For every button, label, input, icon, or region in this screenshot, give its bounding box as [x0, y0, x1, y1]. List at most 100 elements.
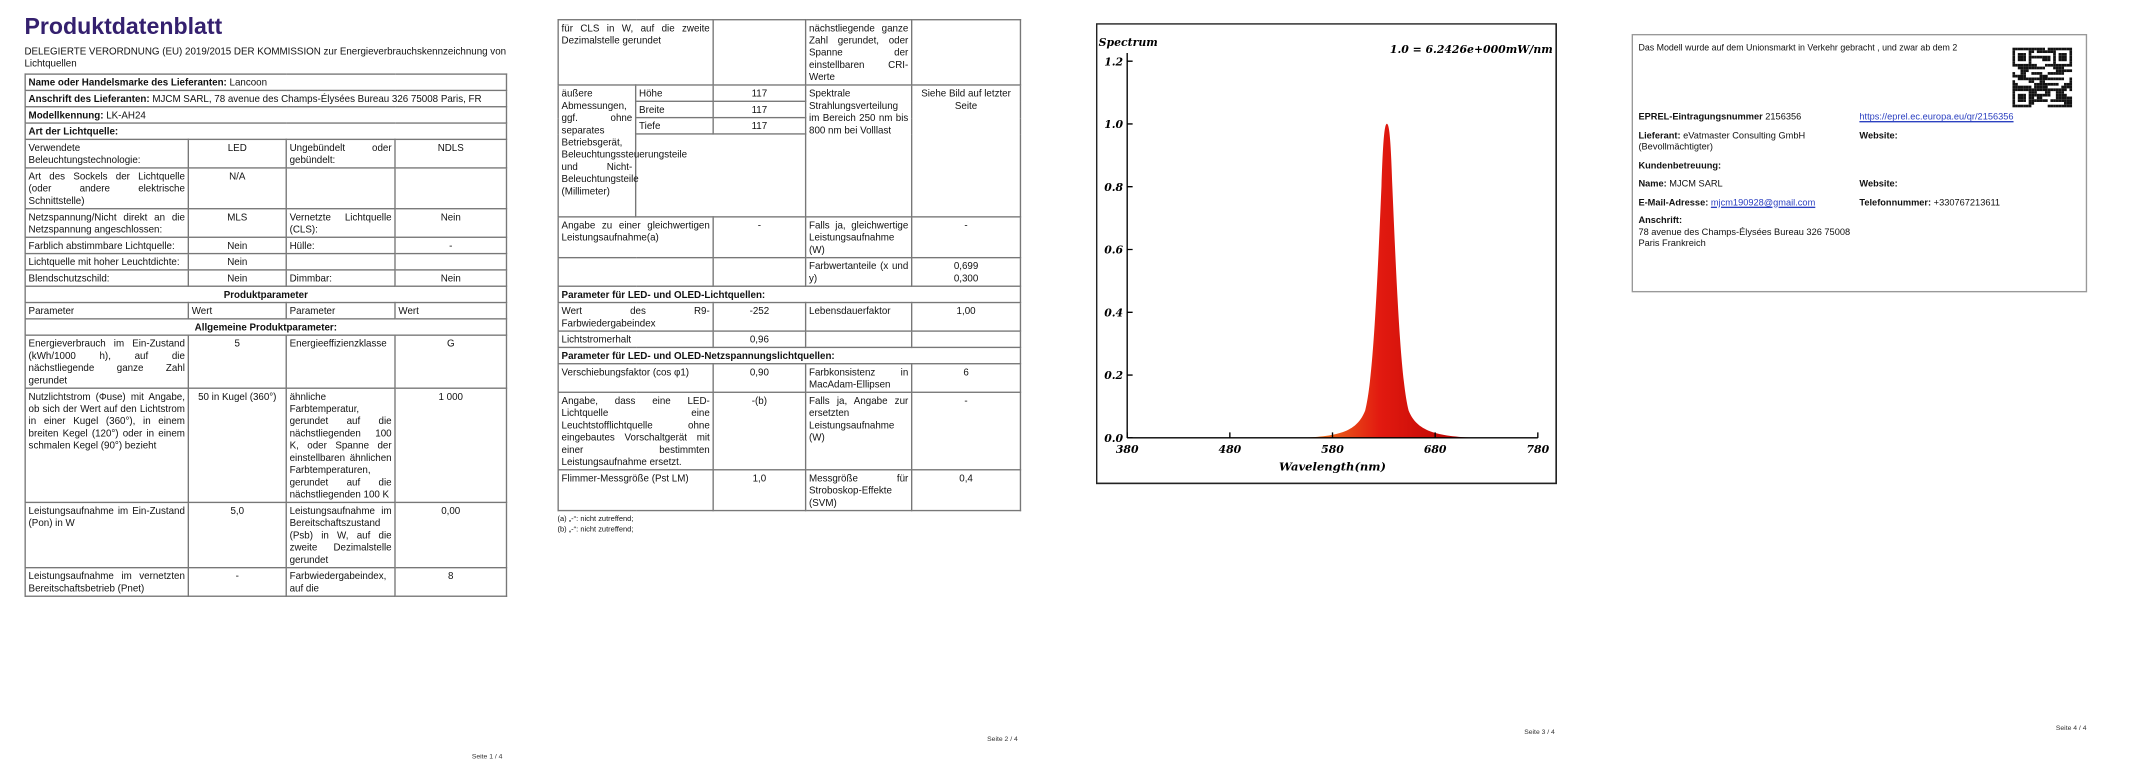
qr-module	[2028, 93, 2032, 97]
field-value: LK-AH24	[106, 108, 146, 122]
qr-module	[2023, 74, 2026, 78]
y-tick-label: 1.2	[1104, 55, 1123, 68]
qr-module	[2015, 88, 2018, 92]
table-row: Netzspannung/Nicht direkt an die Netzspa…	[24, 208, 508, 238]
qr-module	[2028, 101, 2032, 105]
qr-module	[2017, 63, 2021, 67]
value-cell	[394, 252, 508, 271]
qr-module	[2039, 96, 2043, 100]
data-table: Name oder Handelsmarke des Lieferanten: …	[24, 73, 508, 597]
qr-module	[2064, 63, 2067, 67]
qr-module	[2042, 77, 2045, 81]
qr-module	[2058, 93, 2062, 97]
table-row: Farbwertanteile (x und y) 0,699 0,300	[557, 256, 1022, 287]
qr-module	[2044, 58, 2048, 62]
qr-module	[2064, 99, 2067, 102]
qr-module	[2034, 77, 2037, 81]
label-cell: Wert des R9-Farbwiedergabeindex	[557, 301, 714, 332]
qr-module	[2042, 82, 2045, 86]
y-tick-label: 0.6	[1104, 244, 1123, 257]
qr-module	[2034, 82, 2037, 86]
qr-module	[2017, 47, 2021, 51]
qr-module	[2055, 63, 2059, 67]
value-cell: -	[910, 216, 1022, 259]
table-row: Leistungsaufnahme im vernetzten Bereitsc…	[24, 566, 508, 597]
qr-module	[2061, 93, 2065, 97]
qr-module	[2047, 47, 2051, 51]
label-cell	[285, 167, 396, 210]
qr-module	[2064, 96, 2067, 100]
link[interactable]: mjcm190928@gmail.com	[1710, 197, 1816, 208]
label-cell: Lebensdauerfaktor	[804, 301, 913, 332]
value-cell: Nein	[394, 208, 508, 238]
qr-module	[2044, 82, 2048, 86]
section-heading: Parameter für LED- und OLED-Lichtquellen…	[557, 285, 1022, 304]
section-heading: Produktparameter	[24, 285, 508, 304]
field-value: MJCM SARL, 78 avenue des Champs-Élysées …	[152, 92, 482, 105]
field-label: Anschrift des Lieferanten:	[28, 92, 150, 105]
x-tick-label: 580	[1321, 443, 1344, 456]
qr-module	[2031, 99, 2035, 102]
qr-module	[2069, 104, 2073, 108]
table-row: Verschiebungsfaktor (cos φ1) 0,90 Farbkons…	[557, 363, 1022, 393]
qr-module	[2039, 50, 2043, 54]
label-cell: Falls ja, gleichwertige Leistungsaufnahm…	[804, 216, 913, 259]
qr-module	[2042, 93, 2045, 97]
page-footer: Seite 3 / 4	[1524, 728, 1555, 737]
qr-module	[2042, 99, 2045, 102]
qr-module	[2015, 104, 2018, 108]
qr-module	[2064, 58, 2067, 62]
qr-module	[2039, 77, 2043, 81]
qr-module	[2015, 82, 2018, 86]
label-cell: Farbkonsistenz in MacAdam-Ellipsen	[804, 363, 913, 393]
qr-module	[2023, 58, 2026, 62]
qr-module	[2069, 58, 2073, 62]
supplier-cell: Name oder Handelsmarke des Lieferanten: …	[24, 73, 508, 92]
qr-module	[2053, 63, 2056, 67]
info-cell: E-Mail-Adresse: mjcm190928@gmail.com	[1638, 198, 1859, 210]
qr-module	[2028, 99, 2032, 102]
y-tick-label: 0.4	[1104, 306, 1123, 319]
link[interactable]: https://eprel.ec.europa.eu/qr/2156356	[1859, 112, 2014, 123]
qr-module	[2061, 91, 2065, 94]
qr-module	[2042, 58, 2045, 62]
info-cell: Telefonnummer: +330767213611	[1859, 198, 2080, 210]
field-label: Name oder Handelsmarke des Lieferanten:	[28, 76, 227, 89]
y-tick-label: 0.8	[1104, 181, 1123, 194]
value-cell: -	[394, 236, 508, 255]
label-cell: Leistungsaufnahme im Ein-Zustand (Pon) i…	[24, 501, 189, 569]
value-cell: 0,90	[712, 363, 807, 393]
label-cell: äußere Abmessungen, ggf. ohne separates …	[557, 84, 687, 218]
qr-module	[2031, 50, 2035, 54]
qr-module	[2044, 85, 2048, 89]
qr-module	[2058, 69, 2062, 73]
field-label: Website:	[1859, 179, 1898, 189]
qr-module	[2053, 47, 2056, 51]
field-label: Lieferant:	[1638, 131, 1681, 141]
value-cell: Nein	[187, 269, 287, 287]
qr-module	[2061, 53, 2065, 56]
qr-module	[2020, 93, 2024, 97]
qr-module	[2044, 99, 2048, 102]
qr-module	[2039, 74, 2043, 78]
table-row: Tiefe 117	[558, 116, 1020, 135]
qr-module	[2028, 104, 2032, 108]
label-cell: Farbwertanteile (x und y)	[804, 256, 913, 287]
table-row: Lichtquelle mit hoher Leuchtdichte: Nein	[24, 252, 508, 271]
qr-module	[2069, 61, 2073, 64]
qr-module	[2034, 91, 2037, 94]
info-cell	[1859, 216, 2080, 251]
dimension-name: Tiefe	[634, 116, 714, 135]
page-footer: Seite 4 / 4	[2055, 724, 2087, 733]
qr-module	[2044, 50, 2048, 54]
footnote: (a) „-“: nicht zutreffend;	[557, 515, 634, 524]
qr-module	[2047, 58, 2051, 62]
value-cell: 5	[187, 334, 287, 389]
field-value: Lancoon	[229, 76, 268, 89]
qr-module	[2031, 55, 2035, 59]
qr-module	[2020, 63, 2024, 67]
qr-module	[2058, 66, 2062, 70]
qr-module	[2036, 88, 2040, 92]
qr-module	[2064, 82, 2067, 86]
